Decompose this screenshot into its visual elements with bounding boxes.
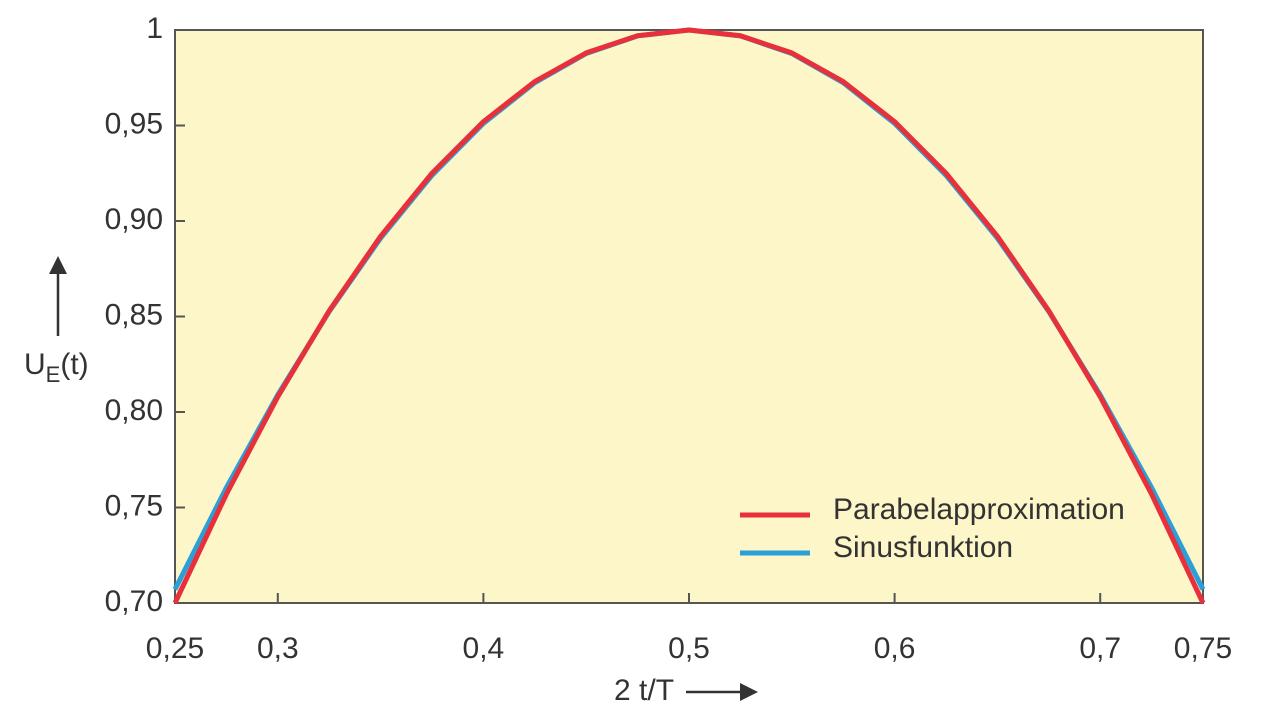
y-label-main: U [24, 348, 46, 381]
plot-area [174, 29, 1204, 604]
y-label-rest: (t) [60, 348, 88, 381]
x-tick-label: 0,25 [146, 632, 204, 665]
x-tick-label: 0,4 [463, 632, 505, 665]
x-tick-label: 0,6 [874, 632, 916, 665]
legend-label: Parabelapproximation [833, 493, 1125, 526]
y-tick-label: 0,75 [105, 489, 163, 522]
x-arrow-head [740, 683, 758, 701]
legend-label: Sinusfunktion [833, 531, 1013, 564]
y-tick-label: 0,80 [105, 394, 163, 427]
y-tick-label: 1 [146, 12, 163, 45]
y-tick-label: 0,95 [105, 107, 163, 140]
y-tick-label: 0,90 [105, 203, 163, 236]
x-tick-label: 0,75 [1174, 632, 1232, 665]
x-tick-label: 0,3 [257, 632, 299, 665]
y-tick-label: 0,70 [105, 585, 163, 618]
x-tick-label: 0,7 [1079, 632, 1121, 665]
y-arrow-head [49, 256, 67, 274]
y-axis-label: UE(t) [24, 348, 89, 387]
series-line [172, 27, 1206, 605]
x-tick-label: 0,5 [668, 632, 710, 665]
y-tick-label: 0,85 [105, 298, 163, 331]
x-axis-label: 2 t/T [614, 674, 674, 707]
y-label-sub: E [46, 362, 61, 387]
